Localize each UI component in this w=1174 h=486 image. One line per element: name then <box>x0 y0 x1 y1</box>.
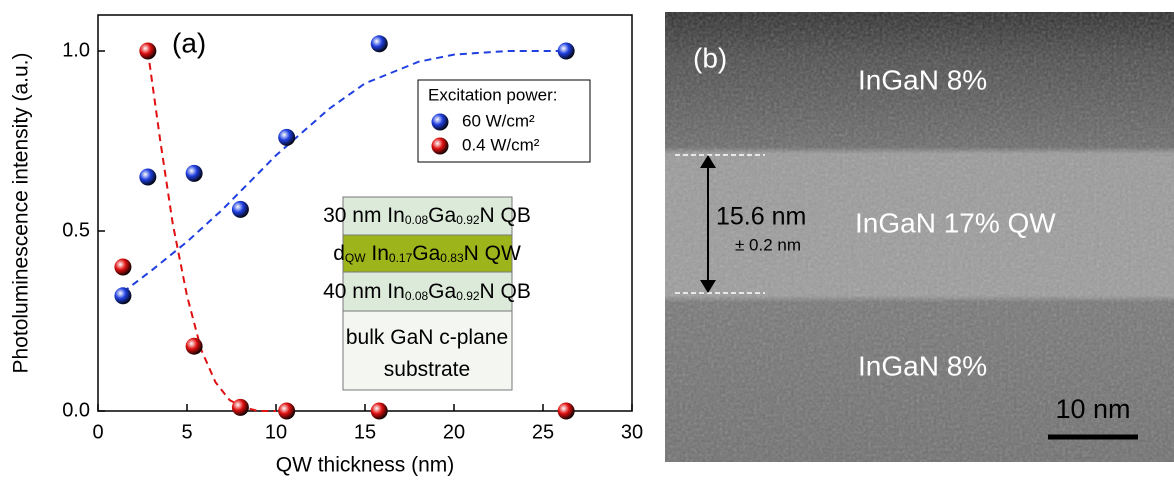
layer-label: InGaN 8% <box>858 350 987 381</box>
data-point <box>278 402 296 420</box>
layer-text: 0.83 <box>440 251 464 265</box>
x-tick-label: 15 <box>354 421 376 443</box>
x-axis-title: QW thickness (nm) <box>276 454 455 477</box>
y-axis-title: Photoluminescence intensity (a.u.) <box>10 53 33 374</box>
layer-text: N QB <box>480 280 531 303</box>
layer-text: bulk GaN c-plane <box>346 326 508 349</box>
layer-text: Ga <box>428 280 456 303</box>
y-tick-label: 1.0 <box>62 39 90 61</box>
legend-marker <box>431 137 449 155</box>
data-point <box>278 128 296 146</box>
legend-title: Excitation power: <box>428 85 557 104</box>
x-tick-label: 20 <box>443 421 465 443</box>
fit-line <box>122 50 567 293</box>
layer-text: 30 nm In <box>323 204 405 227</box>
y-tick-label: 0.5 <box>62 219 90 241</box>
data-point <box>370 35 388 53</box>
layer-label: InGaN 17% QW <box>855 207 1056 238</box>
data-point <box>231 200 249 218</box>
layer-text: QW <box>345 251 366 265</box>
panel-label: (a) <box>172 27 206 58</box>
layer-text: Ga <box>428 204 456 227</box>
layer-box <box>342 310 513 391</box>
y-tick-label: 0.0 <box>62 399 90 421</box>
layer-label: 30 nm In0.08Ga0.92N QB <box>323 204 531 228</box>
layer-box <box>342 234 513 273</box>
x-tick-label: 25 <box>532 421 554 443</box>
layer-text: 0.08 <box>405 213 429 227</box>
layer-text: d <box>333 242 345 265</box>
x-tick-label: 5 <box>181 421 192 443</box>
data-point <box>557 42 575 60</box>
x-tick-label: 10 <box>265 421 287 443</box>
layer-label: dQW In0.17Ga0.83N QW <box>333 242 521 266</box>
layer-label: InGaN 8% <box>858 64 987 95</box>
fit-line <box>146 50 276 412</box>
panel-label: (b) <box>693 42 727 73</box>
layer-label: bulk GaN c-plane <box>346 326 508 349</box>
data-point <box>185 164 203 182</box>
layer-label: 40 nm In0.08Ga0.92N QB <box>323 280 531 304</box>
data-point <box>185 337 203 355</box>
tem-image <box>665 12 1174 462</box>
layer-text: 40 nm In <box>323 280 405 303</box>
legend-label: 0.4 W/cm² <box>462 135 540 154</box>
legend-marker <box>431 113 449 131</box>
x-tick-label: 0 <box>92 421 103 443</box>
layer-text: 0.92 <box>456 213 480 227</box>
layer-label: substrate <box>384 358 470 381</box>
data-point <box>557 402 575 420</box>
data-point <box>114 287 132 305</box>
x-tick-label: 30 <box>621 421 643 443</box>
legend-label: 60 W/cm² <box>462 111 535 130</box>
data-point <box>139 168 157 186</box>
layer-text: In <box>366 242 389 265</box>
layer-text: 0.17 <box>389 251 413 265</box>
error-label: ± 0.2 nm <box>735 235 801 254</box>
scale-bar-label: 10 nm <box>1055 394 1130 424</box>
layer-text: Ga <box>412 242 440 265</box>
data-point <box>139 42 157 60</box>
layer-text: substrate <box>384 358 470 381</box>
layer-text: N QW <box>464 242 521 265</box>
data-point <box>370 402 388 420</box>
thickness-label: 15.6 nm <box>716 203 806 231</box>
layer-text: N QB <box>480 204 531 227</box>
layer-text: 0.92 <box>456 289 480 303</box>
data-point <box>114 258 132 276</box>
data-point <box>231 398 249 416</box>
layer-text: 0.08 <box>405 289 429 303</box>
